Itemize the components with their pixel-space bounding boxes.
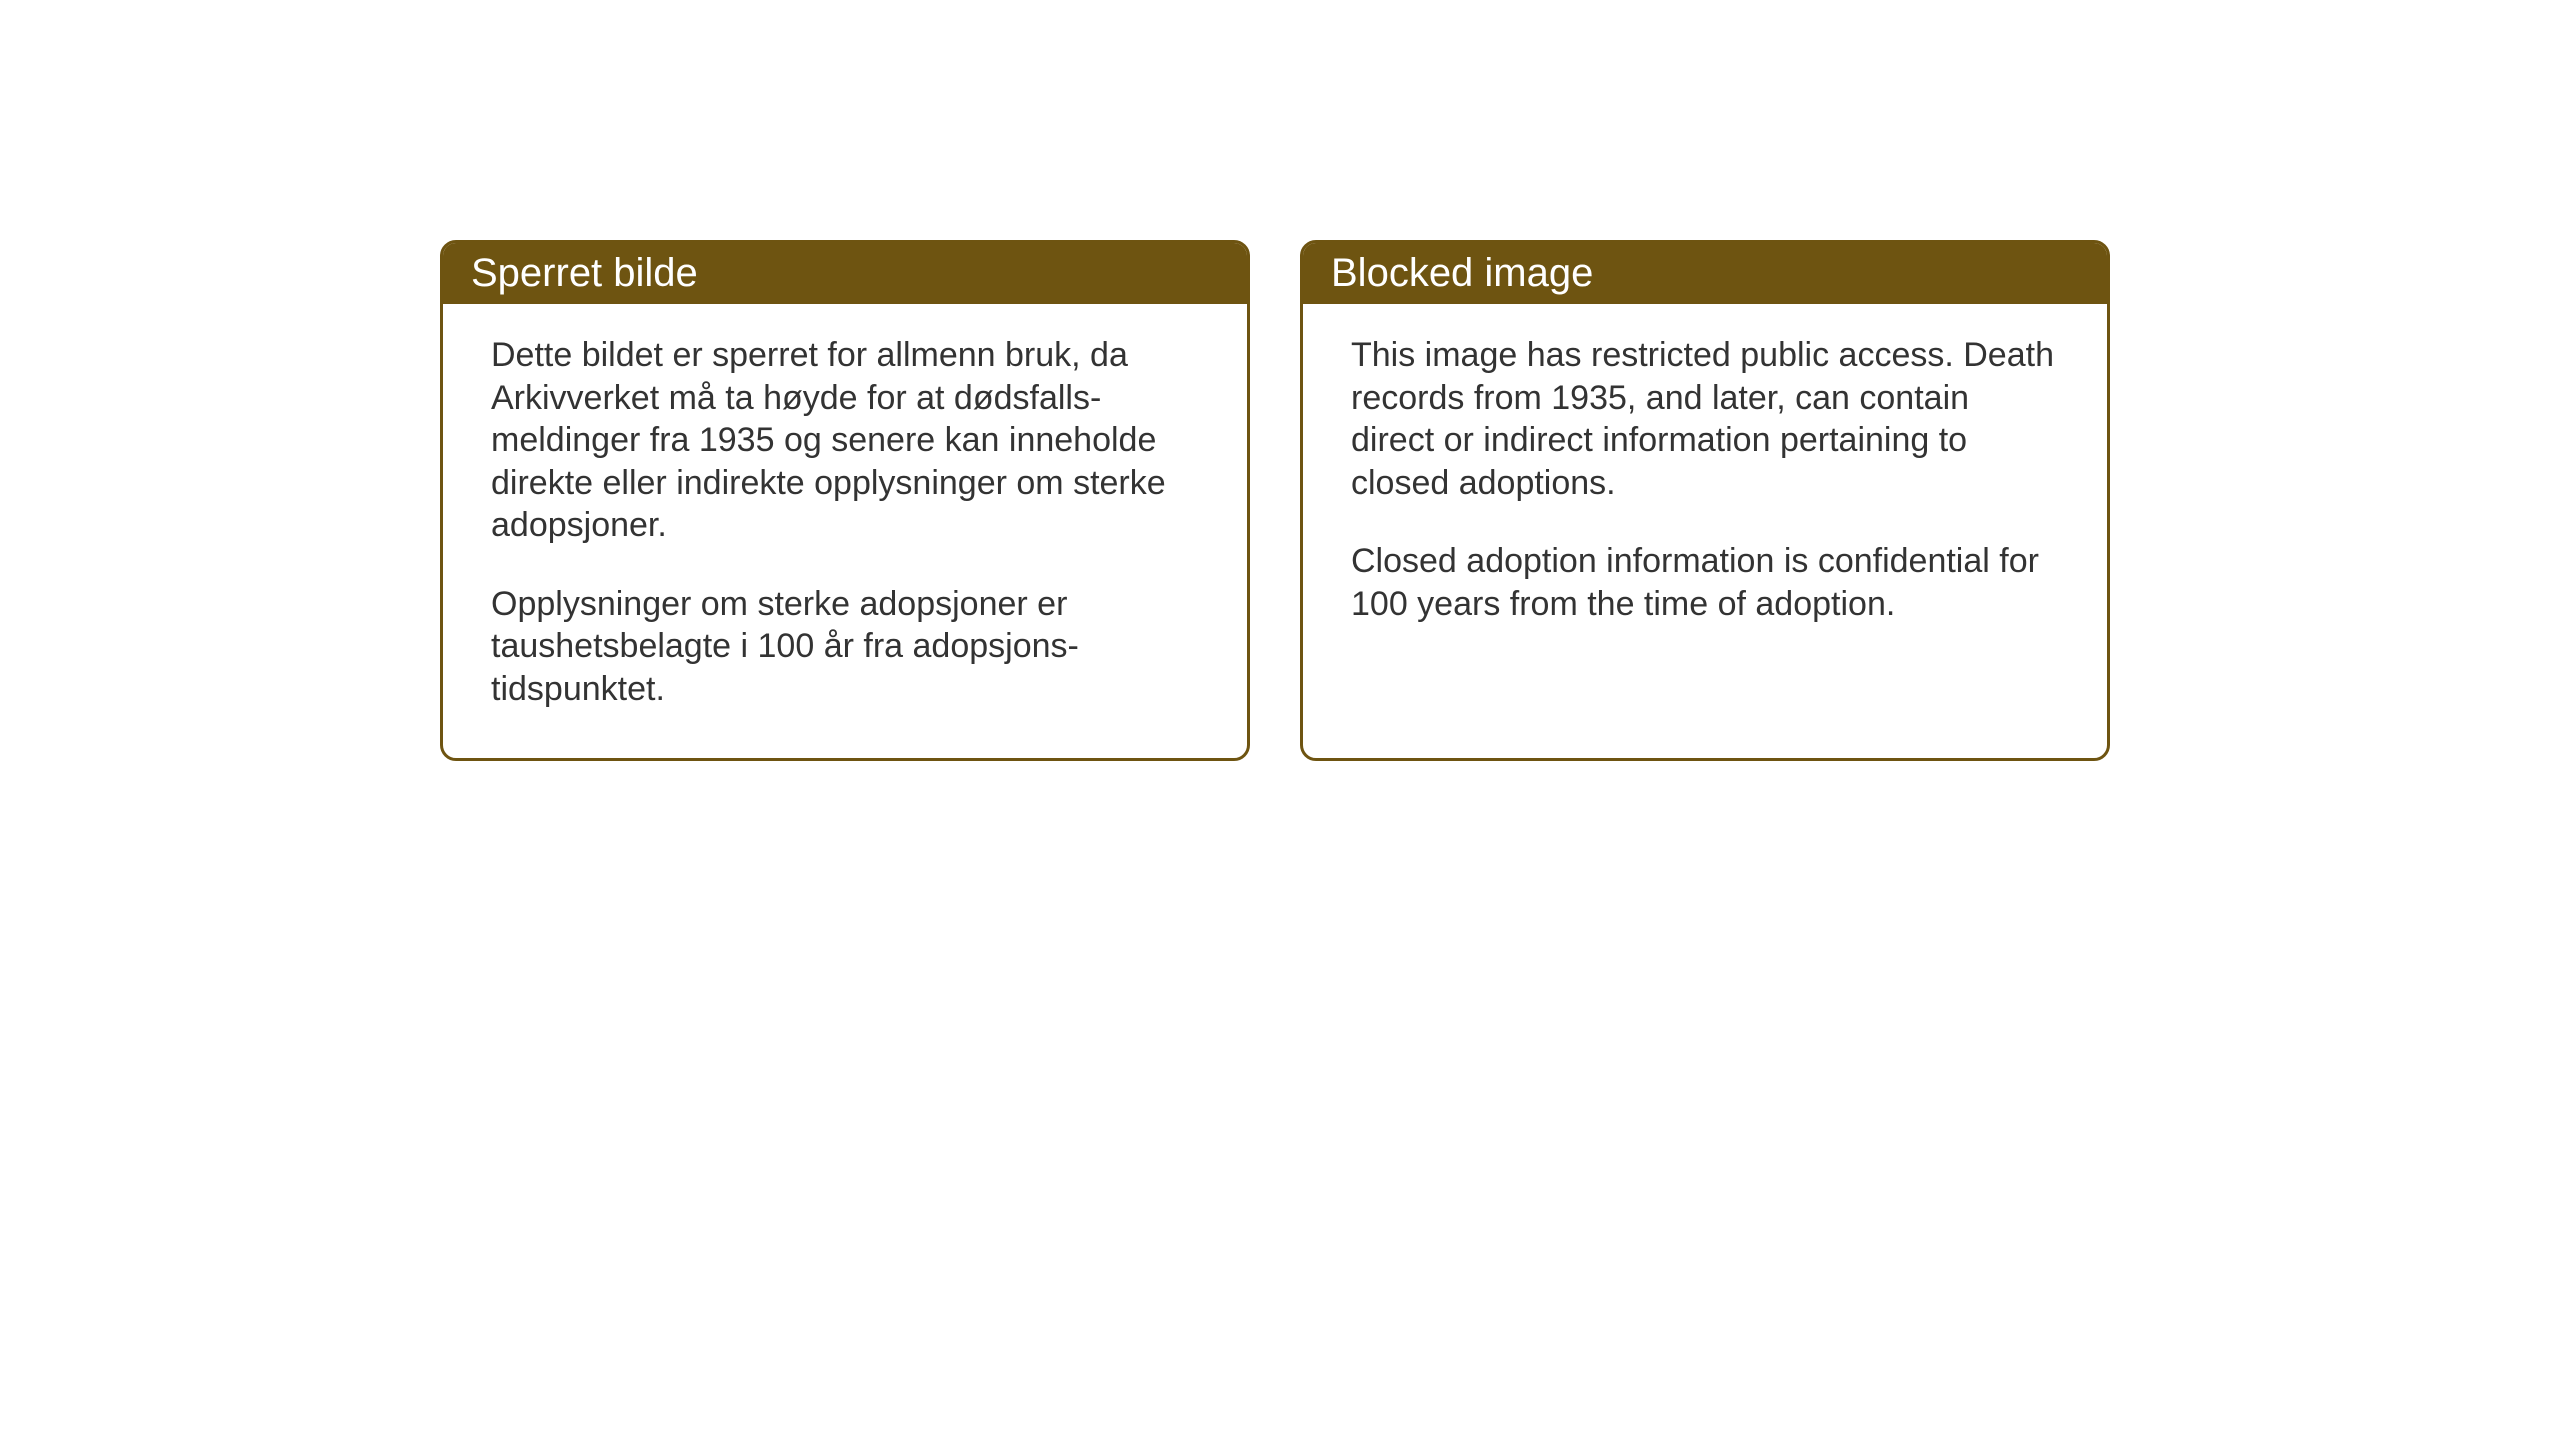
notice-body-norwegian: Dette bildet er sperret for allmenn bruk… — [443, 304, 1247, 758]
notice-paragraph-2-english: Closed adoption information is confident… — [1351, 540, 2059, 625]
notice-card-english: Blocked image This image has restricted … — [1300, 240, 2110, 761]
notice-header-norwegian: Sperret bilde — [443, 243, 1247, 304]
notice-container: Sperret bilde Dette bildet er sperret fo… — [440, 240, 2110, 761]
notice-paragraph-2-norwegian: Opplysninger om sterke adopsjoner er tau… — [491, 583, 1199, 711]
notice-body-english: This image has restricted public access.… — [1303, 304, 2107, 673]
notice-paragraph-1-english: This image has restricted public access.… — [1351, 334, 2059, 504]
notice-header-english: Blocked image — [1303, 243, 2107, 304]
notice-card-norwegian: Sperret bilde Dette bildet er sperret fo… — [440, 240, 1250, 761]
notice-paragraph-1-norwegian: Dette bildet er sperret for allmenn bruk… — [491, 334, 1199, 547]
